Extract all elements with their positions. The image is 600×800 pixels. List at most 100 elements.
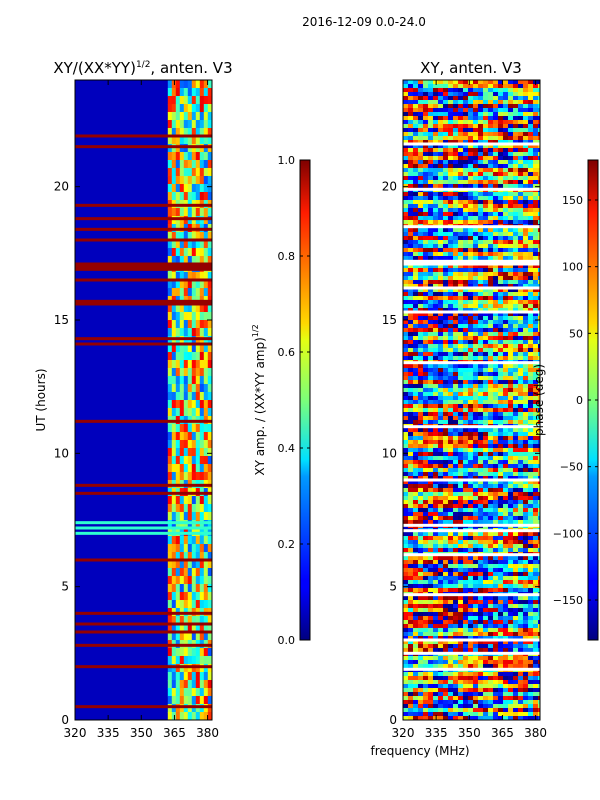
left-heatmap-cell xyxy=(203,624,209,633)
right-heatmap-cell xyxy=(538,604,540,609)
left-heatmap-cell xyxy=(179,664,185,673)
right-heatmap-cell xyxy=(403,80,409,85)
right-heatmap-cell xyxy=(478,428,484,433)
right-heatmap-cell xyxy=(483,500,489,505)
left-heatmap-cell xyxy=(195,712,201,720)
right-heatmap-cell xyxy=(428,296,434,301)
right-heatmap-cell xyxy=(408,244,414,249)
right-heatmap-cell xyxy=(433,376,439,381)
right-heatmap-cell xyxy=(468,504,474,509)
left-heatmap-cell xyxy=(199,656,205,665)
right-heatmap-cell xyxy=(473,256,479,261)
right-heatmap-cell xyxy=(528,280,534,285)
right-heatmap-cell xyxy=(413,316,419,321)
right-heatmap-cell xyxy=(473,176,479,181)
left-heatmap-cell xyxy=(187,248,193,257)
left-heatmap-cell xyxy=(183,240,189,249)
left-heatmap-cell xyxy=(183,80,189,89)
right-heatmap-cell xyxy=(483,636,489,641)
right-heatmap-cell xyxy=(443,368,449,373)
left-heatmap-cell xyxy=(195,248,201,257)
right-heatmap-cell xyxy=(503,436,509,441)
right-heatmap-cell xyxy=(503,624,509,629)
right-heatmap-cell xyxy=(533,196,539,201)
right-heatmap-cell xyxy=(523,456,529,461)
right-heatmap-cell xyxy=(468,132,474,137)
right-heatmap-cell xyxy=(423,284,429,289)
right-heatmap-cell xyxy=(513,336,519,341)
right-heatmap-cell xyxy=(538,536,540,541)
right-heatmap-cell xyxy=(508,220,514,225)
left-flagged-row xyxy=(75,558,212,562)
right-heatmap-cell xyxy=(473,588,479,593)
right-heatmap-cell xyxy=(468,492,474,497)
left-heatmap-cell xyxy=(195,216,201,225)
right-heatmap-cell xyxy=(533,120,539,125)
right-heatmap-cell xyxy=(463,324,469,329)
right-heatmap-cell xyxy=(458,176,464,181)
right-heatmap-cell xyxy=(478,380,484,385)
right-heatmap-cell xyxy=(408,164,414,169)
right-heatmap-cell xyxy=(483,132,489,137)
right-heatmap-cell xyxy=(508,140,514,145)
right-heatmap-cell xyxy=(413,96,419,101)
right-heatmap-cell xyxy=(423,212,429,217)
right-heatmap-cell xyxy=(453,208,459,213)
right-heatmap-cell xyxy=(453,112,459,117)
right-heatmap-cell xyxy=(413,540,419,545)
right-heatmap-cell xyxy=(428,532,434,537)
right-heatmap-cell xyxy=(488,272,494,277)
right-heatmap-cell xyxy=(403,336,409,341)
right-heatmap-cell xyxy=(458,160,464,165)
right-heatmap-cell xyxy=(408,488,414,493)
right-heatmap-cell xyxy=(443,180,449,185)
right-heatmap-cell xyxy=(493,172,499,177)
right-heatmap-cell xyxy=(533,624,539,629)
right-heatmap-cell xyxy=(423,220,429,225)
right-heatmap-cell xyxy=(533,320,539,325)
right-heatmap-cell xyxy=(533,156,539,161)
right-heatmap-cell xyxy=(463,164,469,169)
right-heatmap-cell xyxy=(453,376,459,381)
right-heatmap-cell xyxy=(473,252,479,257)
right-heatmap-cell xyxy=(478,252,484,257)
right-heatmap-cell xyxy=(403,544,409,549)
right-heatmap-cell xyxy=(418,228,424,233)
right-heatmap-cell xyxy=(433,240,439,245)
right-heatmap-cell xyxy=(463,172,469,177)
right-heatmap-cell xyxy=(453,292,459,297)
left-heatmap-cell xyxy=(187,704,193,713)
right-heatmap-cell xyxy=(508,128,514,133)
right-heatmap-cell xyxy=(528,284,534,289)
left-heatmap-cell xyxy=(175,352,181,361)
left-heatmap-cell xyxy=(175,432,181,441)
right-heatmap-cell xyxy=(483,576,489,581)
right-heatmap-cell xyxy=(418,632,424,637)
right-heatmap-cell xyxy=(473,240,479,245)
right-heatmap-cell xyxy=(498,268,504,273)
right-heatmap-cell xyxy=(428,312,434,317)
right-heatmap-cell xyxy=(538,92,540,97)
right-heatmap-cell xyxy=(518,312,524,317)
right-heatmap-cell xyxy=(513,548,519,553)
right-heatmap-cell xyxy=(468,364,474,369)
left-heatmap-cell xyxy=(167,592,173,601)
right-heatmap-cell xyxy=(483,144,489,149)
right-heatmap-cell xyxy=(423,400,429,405)
right-heatmap-cell xyxy=(463,416,469,421)
right-heatmap-cell xyxy=(453,396,459,401)
right-heatmap-cell xyxy=(483,316,489,321)
right-heatmap-cell xyxy=(523,432,529,437)
right-heatmap-cell xyxy=(428,368,434,373)
right-heatmap-cell xyxy=(438,372,444,377)
right-heatmap-cell xyxy=(498,264,504,269)
right-heatmap-cell xyxy=(493,144,499,149)
right-heatmap-cell xyxy=(523,272,529,277)
right-heatmap-cell xyxy=(508,632,514,637)
right-heatmap-cell xyxy=(433,136,439,141)
left-heatmap-cell xyxy=(207,192,212,201)
right-heatmap-cell xyxy=(503,484,509,489)
right-heatmap-cell xyxy=(423,312,429,317)
right-heatmap-cell xyxy=(448,216,454,221)
right-heatmap-cell xyxy=(478,344,484,349)
